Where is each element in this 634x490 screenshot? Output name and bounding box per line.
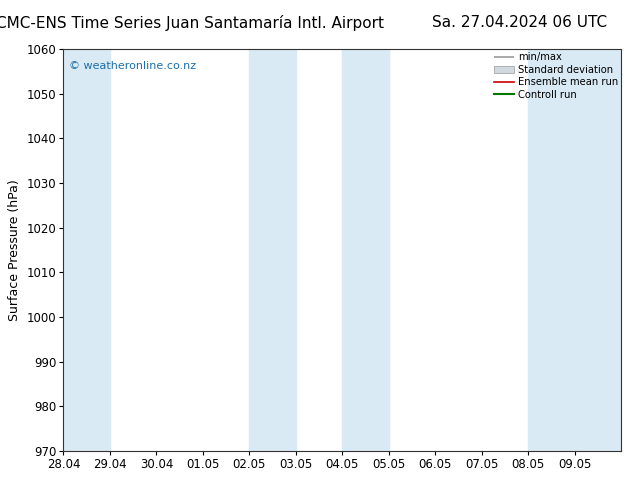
Bar [528,49,575,451]
Bar [249,49,296,451]
Text: CMC-ENS Time Series Juan Santamaría Intl. Airport: CMC-ENS Time Series Juan Santamaría Intl… [0,15,384,31]
Bar [575,49,621,451]
Text: © weatheronline.co.nz: © weatheronline.co.nz [69,61,196,71]
Bar [342,49,389,451]
Text: Sa. 27.04.2024 06 UTC: Sa. 27.04.2024 06 UTC [432,15,607,30]
Legend: min/max, Standard deviation, Ensemble mean run, Controll run: min/max, Standard deviation, Ensemble me… [494,52,618,99]
Y-axis label: Surface Pressure (hPa): Surface Pressure (hPa) [8,179,21,321]
Bar [63,49,110,451]
